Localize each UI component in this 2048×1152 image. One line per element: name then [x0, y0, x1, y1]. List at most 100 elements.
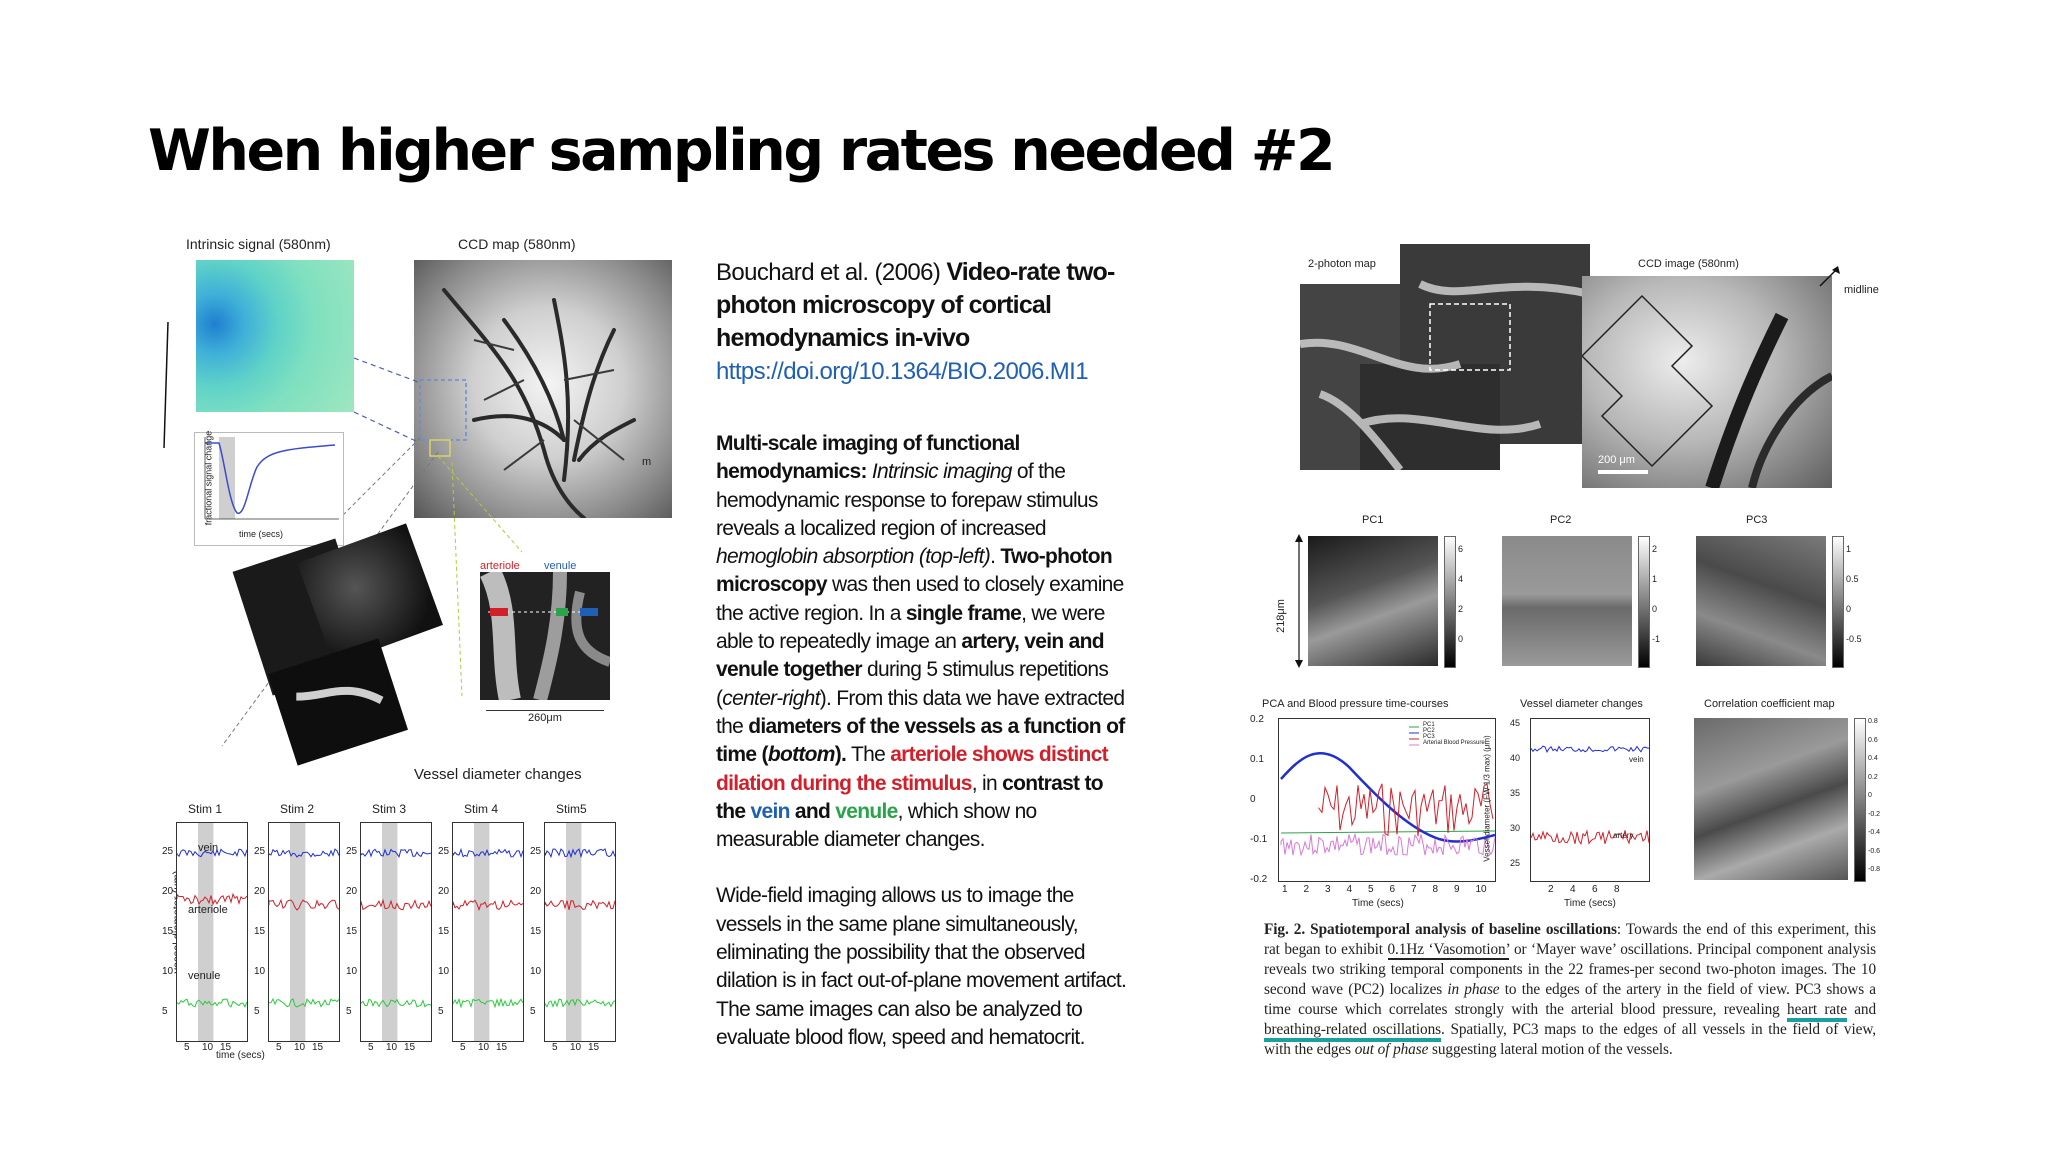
stim-xtick: 15 [588, 1042, 600, 1053]
p1-i: artery, vein and venule together [716, 630, 1105, 682]
corr-tick: -0.8 [1868, 866, 1881, 873]
legend-pc1: PC1 [1423, 722, 1435, 728]
pca-xtick: 1 [1282, 884, 1288, 895]
ccd-image: 200 μm [1582, 276, 1832, 488]
pc1-tick: 0 [1458, 634, 1464, 644]
pca-xlabel: Time (secs) [1352, 898, 1404, 909]
stim-ytick: 20 [438, 886, 450, 897]
pc2-label: PC2 [1550, 514, 1572, 526]
stim-xtick: 15 [312, 1042, 324, 1053]
stim-panel [176, 822, 248, 1042]
stim-xtick: 5 [276, 1042, 282, 1053]
legend-pc3: PC3 [1423, 734, 1435, 740]
stim-label: Stim 1 [188, 802, 223, 816]
caption-t1: : Towards the end of this experiment, th… [1264, 921, 1876, 958]
stim-ytick: 10 [438, 966, 450, 977]
pca-xtick: 10 [1475, 884, 1487, 895]
inset-plot: time (secs) fractional signal change [194, 430, 344, 546]
legend-pc2: PC2 [1423, 728, 1435, 734]
vessel-diameter-title: Vessel diameter changes [1520, 698, 1643, 710]
p1-c: hemoglobin absorption (top-left) [716, 545, 991, 569]
stim-ytick: 25 [254, 846, 266, 857]
pc3-tick: 0.5 [1846, 574, 1859, 584]
pc1-tick: 4 [1458, 574, 1464, 584]
doi-link[interactable]: https://doi.org/10.1364/BIO.2006.MI1 [716, 358, 1089, 385]
p1-venule-highlight: venule [835, 799, 898, 823]
slide-title: When higher sampling rates needed #2 [148, 118, 1336, 184]
pca-xtick: 7 [1411, 884, 1417, 895]
intrinsic-label: Intrinsic signal (580nm) [186, 236, 331, 252]
caption-t9: . Spatially, PC3 maps to the edges of al… [1264, 1021, 1876, 1058]
p1-b: of the hemodynamic response to forepaw s… [716, 460, 1098, 540]
stim-ytick: 5 [438, 1006, 444, 1017]
pc1-colorbar [1444, 536, 1456, 668]
pca-plot: PC1 PC2 PC3 Arterial Blood Pressure [1278, 718, 1496, 882]
arteriole-label: arteriole [480, 560, 520, 572]
vd-xtick: 8 [1614, 884, 1620, 895]
stim-ytick: 5 [530, 1006, 536, 1017]
venule-label: venule [544, 560, 577, 572]
vd-ytick: 45 [1510, 718, 1521, 728]
stim-xtick: 5 [460, 1042, 466, 1053]
stim-panel [360, 822, 432, 1042]
ccd-image-label: CCD image (580nm) [1638, 258, 1739, 270]
correlation-title: Correlation coefficient map [1704, 698, 1835, 710]
caption-heart-rate: heart rate [1787, 1001, 1847, 1022]
paragraph-multiscale: Multi-scale imaging of functional hemody… [716, 430, 1136, 854]
stim-ytick: 20 [162, 886, 174, 897]
intrinsic-signal-image [196, 260, 354, 412]
p1-f: was then used to closely examine the act… [716, 573, 1124, 625]
pc2-tick: -1 [1652, 634, 1661, 644]
caption-breathing: breathing-related oscillations [1264, 1021, 1441, 1042]
vd-ytick: 35 [1510, 788, 1521, 798]
compass-label: m [642, 456, 652, 468]
vessel-xlabel: time (secs) [216, 1050, 265, 1061]
p1-p: The [850, 743, 891, 767]
p1-l: ). From this data we have extracted the [716, 686, 1125, 738]
pc2-tick: 2 [1652, 544, 1658, 554]
twophoton-mosaic [1300, 244, 1590, 470]
ccd-map-label: CCD map (580nm) [458, 236, 576, 252]
pc3-label: PC3 [1746, 514, 1768, 526]
left-figure: Intrinsic signal (580nm) CCD map (580nm)… [162, 226, 682, 1086]
midline-arrow-icon [1819, 266, 1840, 287]
p1-h: , we were able to repeatedly image an [716, 601, 1105, 654]
text-column: Bouchard et al. (2006) Video-rate two-ph… [716, 256, 1136, 1080]
scale-bar [486, 710, 604, 711]
vd-xtick: 4 [1570, 884, 1576, 895]
inset-ylabel: fractional signal change [203, 430, 214, 526]
stim-xtick: 15 [220, 1042, 232, 1053]
stim-xtick: 10 [478, 1042, 490, 1053]
stim-xtick: 5 [552, 1042, 558, 1053]
corr-tick: 0.2 [1868, 773, 1878, 781]
p1-arteriole-highlight: arteriole shows distinct dilation during… [716, 743, 1109, 795]
vd-artery-label: artery [1613, 831, 1634, 840]
stim-panel [452, 822, 524, 1042]
ccd-map-image: m [414, 260, 672, 518]
height-arrow [1295, 534, 1303, 668]
pc1-map [1308, 536, 1438, 666]
stim-ytick: 25 [162, 846, 174, 857]
p1-n: bottom [767, 743, 836, 767]
scale-label: 260μm [528, 712, 562, 724]
pc1-label: PC1 [1362, 514, 1384, 526]
height-label: 218μm [1274, 599, 1287, 633]
caption-fig-label: Fig. 2. Spatiotemporal analysis of basel… [1264, 921, 1617, 938]
stim-ytick: 15 [254, 926, 266, 937]
p1-w: , which show no measurable diameter chan… [716, 799, 1037, 852]
corr-tick: -0.2 [1868, 810, 1881, 818]
pc2-colorbar [1638, 536, 1650, 668]
pca-xtick: 6 [1389, 884, 1396, 895]
pca-title: PCA and Blood pressure time-courses [1262, 698, 1449, 710]
pc2-tick: 1 [1652, 574, 1658, 584]
twophoton-image-3 [268, 638, 408, 766]
p1-o: ). [834, 743, 847, 767]
stim-xtick: 10 [386, 1042, 398, 1053]
pca-ytick: 0.2 [1250, 714, 1264, 725]
reference-title: Video-rate two-photon microscopy of cort… [716, 258, 1115, 352]
stim-label: Stim 4 [464, 802, 499, 816]
stim-xtick: 10 [570, 1042, 582, 1053]
corr-tick: 0.8 [1868, 718, 1878, 725]
stim-ytick: 10 [254, 966, 266, 977]
corr-tick: -0.6 [1868, 847, 1881, 855]
